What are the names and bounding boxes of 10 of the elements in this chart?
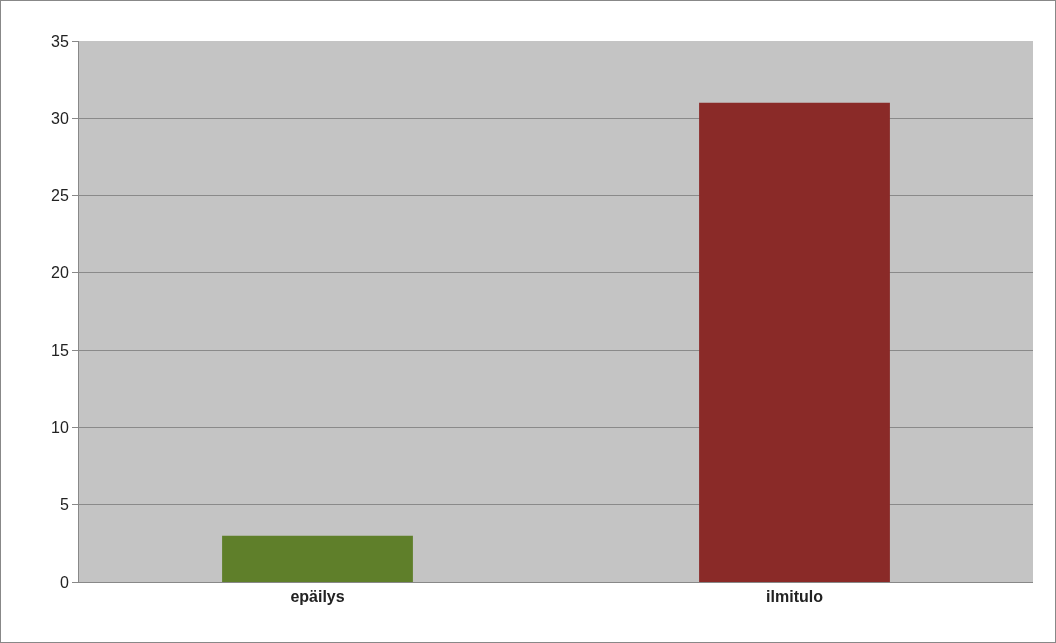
- y-tick-label: 5: [59, 496, 69, 514]
- y-tick-label: 0: [59, 573, 69, 591]
- x-tick-label: ilmitulo: [766, 588, 824, 606]
- y-tick-label: 15: [51, 341, 69, 359]
- y-tick-label: 20: [51, 264, 69, 282]
- y-tick-label: 35: [51, 32, 69, 50]
- y-tick-label: 10: [51, 419, 69, 437]
- y-tick-label: 25: [51, 187, 69, 205]
- y-tick-label: 30: [51, 109, 69, 127]
- x-tick-label: epäilys: [290, 588, 345, 606]
